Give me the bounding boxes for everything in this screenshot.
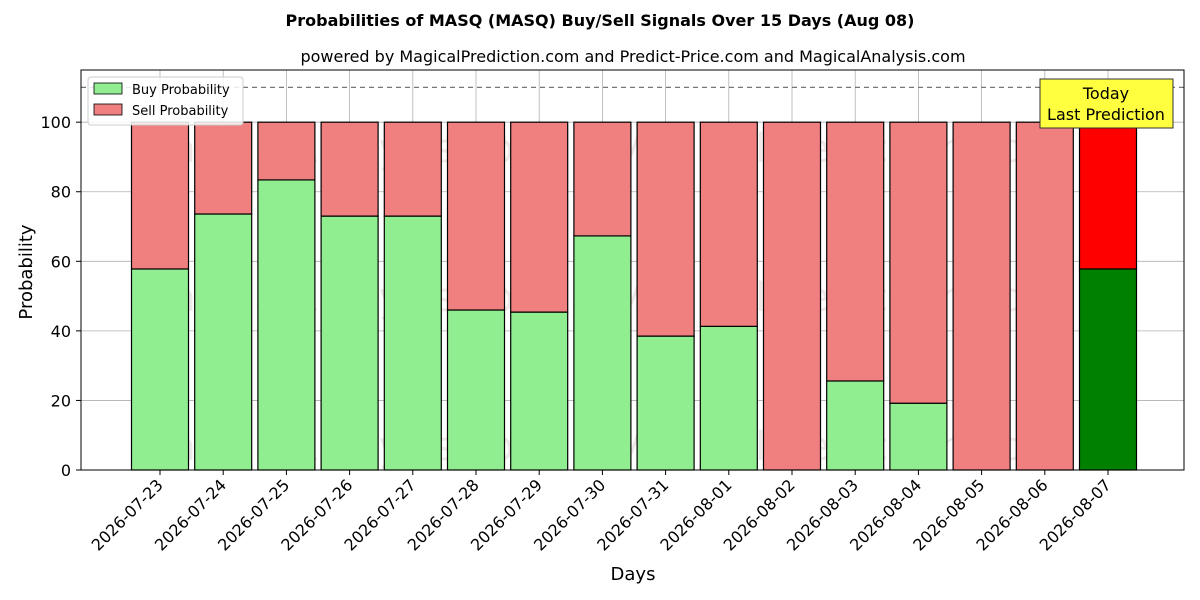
bar-sell-2026-08-04 — [889, 121, 948, 404]
y-tick-label: 20 — [51, 391, 71, 410]
today-annotation-box — [1039, 78, 1174, 129]
bar-sell-2026-07-28 — [446, 121, 506, 311]
bar-buy-2026-07-28 — [446, 309, 506, 471]
bar-buy-2026-07-31 — [636, 335, 695, 471]
legend-sell-swatch — [93, 103, 123, 116]
plot-frame — [80, 69, 1185, 471]
legend-sell-label: Sell Probability — [132, 104, 229, 119]
bar-sell-2026-08-01 — [699, 121, 758, 327]
today-annotation-line1: Today — [1082, 84, 1129, 103]
x-axis: 2026-07-232026-07-242026-07-252026-07-26… — [88, 470, 1115, 555]
bar-sell-2026-07-30 — [573, 121, 632, 237]
legend-buy-label: Buy Probability — [132, 83, 230, 98]
bar-sell-2026-07-26 — [320, 121, 379, 217]
chart-subtitle: powered by MagicalPrediction.com and Pre… — [300, 47, 965, 66]
bar-buy-2026-07-27 — [383, 215, 442, 471]
bar-sell-2026-08-05 — [952, 121, 1011, 471]
y-tick-label: 0 — [61, 461, 71, 480]
today-annotation-line2: Last Prediction — [1047, 105, 1165, 124]
y-axis: 0 20 40 60 80 100 — [40, 113, 81, 480]
bar-sell-2026-07-27 — [383, 121, 442, 217]
bar-buy-2026-07-30 — [573, 235, 632, 471]
bar-sell-2026-07-24 — [194, 121, 253, 215]
y-tick-label: 100 — [40, 113, 71, 132]
y-tick-label: 60 — [51, 252, 71, 271]
bar-sell-2026-08-02 — [762, 121, 822, 471]
bar-buy-2026-07-29 — [510, 311, 569, 471]
bar-buy-2026-07-24 — [194, 213, 253, 471]
bar-sell-2026-07-29 — [510, 121, 569, 313]
today-annotation: Today Last Prediction — [1039, 78, 1174, 129]
bar-buy-2026-07-23 — [130, 268, 190, 471]
y-tick-label: 80 — [51, 183, 71, 202]
x-axis-label: Days — [611, 564, 656, 585]
bar-sell-2026-08-06 — [1015, 121, 1074, 471]
bar-buy-2026-08-03 — [826, 380, 885, 471]
y-tick-label: 40 — [51, 322, 71, 341]
bar-sell-2026-08-03 — [826, 121, 885, 382]
bar-buy-2026-07-26 — [320, 215, 379, 471]
bar-sell-2026-07-25 — [257, 121, 316, 181]
chart-title: Probabilities of MASQ (MASQ) Buy/Sell Si… — [286, 11, 915, 30]
legend-buy-swatch — [93, 82, 123, 95]
y-axis-label: Probability — [16, 224, 37, 319]
bar-buy-2026-08-07 — [1078, 268, 1138, 471]
bar-buy-2026-07-25 — [257, 179, 316, 471]
legend: Buy Probability Sell Probability — [87, 76, 244, 126]
legend-box — [87, 76, 244, 126]
bar-sell-2026-07-23 — [130, 121, 190, 270]
bar-buy-2026-08-01 — [699, 325, 758, 471]
bars — [130, 121, 1138, 471]
bar-sell-2026-08-07 — [1078, 121, 1138, 270]
bar-sell-2026-07-31 — [636, 121, 695, 337]
bar-buy-2026-08-04 — [889, 402, 948, 471]
